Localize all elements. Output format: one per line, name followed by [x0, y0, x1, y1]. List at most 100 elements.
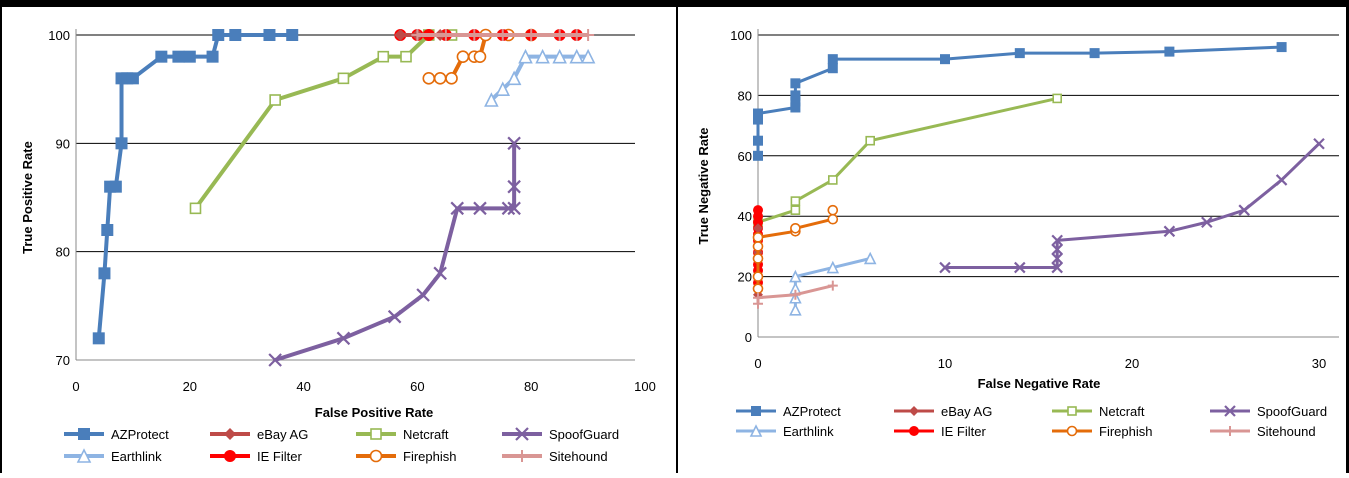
x-axis-title: False Negative Rate — [978, 376, 1101, 391]
data-point-azprotect — [92, 332, 105, 345]
x-axis-title: False Positive Rate — [315, 405, 434, 420]
data-point-sitehound — [553, 29, 566, 41]
series-earthlink — [484, 48, 596, 107]
data-point-spoofguard — [1051, 243, 1063, 256]
data-point-firephish — [752, 241, 764, 252]
legend-item-ebay-ag: eBay AG — [894, 404, 992, 419]
data-point-ebay-ag — [753, 223, 763, 234]
data-point-azprotect — [101, 224, 114, 236]
legend-label: IE Filter — [257, 449, 302, 464]
legend-label: Earthlink — [111, 449, 162, 464]
legend-label: Earthlink — [783, 424, 834, 439]
series-netcraft — [753, 93, 1063, 228]
legend-item-netcraft: Netcraft — [356, 427, 449, 442]
data-point-azprotect — [126, 72, 139, 85]
legend-marker-firephish-icon — [369, 449, 383, 463]
data-point-ie-filter — [753, 205, 763, 216]
right-panel: 0 20 40 60 80 100 0 10 20 30 False Negative Rate Tr… — [676, 7, 1349, 473]
y-tick-label: 90 — [56, 136, 70, 151]
data-point-firephish — [752, 271, 764, 282]
series-sitehound — [411, 29, 595, 41]
data-point-azprotect — [1276, 42, 1287, 53]
data-point-azprotect — [940, 54, 950, 65]
data-point-earthlink — [506, 70, 522, 86]
data-point-spoofguard — [1238, 204, 1250, 216]
legend-item-ie-filter: IE Filter — [210, 449, 302, 464]
data-point-firephish — [433, 72, 447, 85]
legend-marker-ebay-ag-icon — [909, 406, 919, 416]
data-point-azprotect — [790, 90, 801, 101]
data-point-spoofguard — [507, 136, 521, 151]
data-point-spoofguard — [1051, 261, 1063, 274]
data-point-spoofguard — [1275, 174, 1288, 186]
legend-label: Netcraft — [1099, 404, 1145, 419]
data-point-azprotect — [286, 29, 299, 41]
legend-item-ie-filter: IE Filter — [894, 424, 986, 439]
data-point-earthlink — [535, 48, 550, 64]
y-tick-label: 100 — [730, 28, 752, 43]
x-tick-label: 100 — [634, 379, 656, 394]
data-point-spoofguard — [268, 353, 282, 367]
data-point-netcraft — [790, 205, 801, 215]
data-point-azprotect — [753, 114, 763, 125]
data-point-azprotect — [790, 96, 801, 107]
data-point-ebay-ag — [394, 29, 407, 41]
series-sitehound — [753, 280, 838, 309]
x-tick-label: 40 — [296, 379, 310, 394]
legend-marker-netcraft-icon — [1067, 406, 1077, 416]
data-point-spoofguard — [1163, 225, 1176, 238]
data-point-earthlink — [789, 303, 802, 316]
data-point-spoofguard — [1051, 252, 1063, 265]
legend-marker-netcraft-icon — [370, 428, 382, 440]
legend-label: Netcraft — [403, 427, 449, 442]
data-point-firephish — [422, 72, 436, 85]
data-point-sitehound — [411, 29, 424, 41]
data-point-azprotect — [155, 50, 168, 63]
y-tick-label: 40 — [738, 209, 752, 224]
legend-item-ebay-ag: eBay AG — [210, 427, 308, 442]
legend-label: eBay AG — [941, 404, 992, 419]
series-netcraft — [189, 29, 458, 215]
y-tick-label: 80 — [738, 88, 752, 103]
data-point-firephish — [752, 283, 764, 294]
legend-marker-earthlink-icon — [749, 424, 763, 437]
data-point-firephish — [445, 72, 458, 85]
data-point-sitehound — [439, 29, 452, 41]
data-point-earthlink — [863, 251, 877, 265]
x-tick-label: 20 — [1125, 356, 1139, 371]
data-point-azprotect — [753, 135, 763, 146]
data-point-azprotect — [212, 29, 225, 41]
legend-marker-ie-filter-icon — [909, 426, 919, 436]
data-point-earthlink — [518, 48, 533, 64]
data-point-azprotect — [1014, 48, 1025, 59]
data-point-azprotect — [98, 267, 111, 280]
legend-label: Sitehound — [549, 449, 608, 464]
data-point-spoofguard — [501, 201, 516, 216]
data-point-sitehound — [468, 29, 481, 41]
data-point-earthlink — [552, 48, 567, 64]
y-tick-label: 0 — [745, 330, 752, 345]
series-line-netcraft — [757, 96, 1058, 224]
legend-marker-earthlink-icon — [76, 448, 92, 463]
legend-label: Sitehound — [1257, 424, 1316, 439]
legend-marker-firephish-icon — [1066, 425, 1078, 437]
data-point-spoofguard — [939, 261, 951, 274]
data-point-azprotect — [115, 137, 128, 150]
y-tick-label: 60 — [738, 149, 752, 164]
series-line-spoofguard — [945, 142, 1321, 270]
data-point-firephish — [752, 232, 764, 243]
data-point-sitehound — [496, 29, 509, 41]
data-point-firephish — [827, 213, 839, 225]
legend-marker-azprotect-icon — [78, 428, 90, 440]
y-tick-label: 80 — [56, 245, 70, 260]
legend-label: SpoofGuard — [549, 427, 619, 442]
data-point-netcraft — [189, 202, 202, 215]
data-point-sitehound — [570, 29, 583, 41]
legend-marker-sitehound-icon — [1225, 426, 1235, 436]
data-point-spoofguard — [450, 201, 465, 216]
legend-label: eBay AG — [257, 427, 308, 442]
legend-marker-sitehound-icon — [516, 450, 528, 462]
legend-item-firephish: Firephish — [356, 449, 456, 464]
series-azprotect — [92, 29, 299, 345]
